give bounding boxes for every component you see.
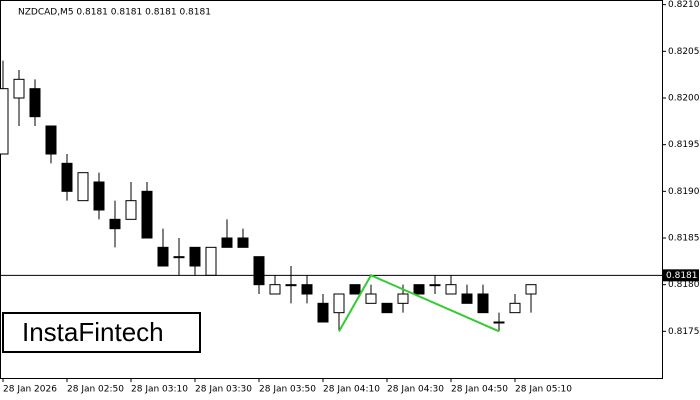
- candle-body: [61, 162, 73, 192]
- candle-body: [493, 321, 505, 324]
- candle-body: [141, 190, 153, 239]
- candle-body: [301, 284, 313, 295]
- candle-body: [285, 284, 297, 287]
- x-tick-label: 28 Jan 03:50: [259, 385, 316, 395]
- x-tick-label: 28 Jan 04:30: [387, 385, 444, 395]
- y-tick-label: 0.8175: [668, 327, 700, 337]
- chart-title: NZDCAD,M5 0.8181 0.8181 0.8181 0.8181: [18, 8, 211, 18]
- x-tick-label: 28 Jan 03:30: [195, 385, 252, 395]
- candle-body: [237, 237, 249, 248]
- candle-body: [0, 88, 9, 155]
- candle-body: [445, 284, 457, 295]
- candle-body: [205, 246, 217, 276]
- candle-body: [429, 284, 441, 287]
- candle-body: [317, 302, 329, 323]
- candle-body: [477, 293, 489, 314]
- y-tick-label: 0.8180: [668, 280, 700, 290]
- candle-body: [173, 256, 185, 259]
- x-tick-label: 28 Jan 02:50: [67, 385, 124, 395]
- y-tick-label: 0.8200: [668, 94, 700, 104]
- y-tick-label: 0.8185: [668, 234, 700, 244]
- candle-body: [157, 246, 169, 267]
- candle-body: [125, 200, 137, 220]
- watermark-box: InstaFintech: [2, 312, 201, 353]
- candle-body: [413, 284, 425, 295]
- candle-body: [13, 78, 25, 99]
- candle-body: [77, 172, 89, 202]
- last-price-box: [663, 269, 699, 282]
- candle-body: [381, 302, 393, 314]
- candle-body: [45, 125, 57, 155]
- candle-body: [253, 256, 265, 286]
- candle-body: [221, 237, 233, 248]
- plot-frame: [0, 0, 663, 379]
- candle-body: [109, 218, 121, 230]
- x-tick-label: 28 Jan 03:10: [131, 385, 188, 395]
- pattern-line: [338, 274, 500, 333]
- candle-body: [365, 293, 377, 304]
- y-tick-label: 0.8195: [668, 140, 700, 150]
- y-tick-label: 0.8205: [668, 47, 700, 57]
- candle-body: [93, 181, 105, 211]
- x-tick-label: 28 Jan 05:10: [515, 385, 572, 395]
- candle-body: [509, 302, 521, 314]
- watermark: InstaFintech: [22, 317, 164, 347]
- candle-body: [397, 293, 409, 304]
- last-price-label: 0.8181: [666, 271, 698, 281]
- y-tick-label: 0.8190: [668, 187, 700, 197]
- candle-body: [349, 284, 361, 295]
- watermark-frame: [2, 312, 201, 353]
- x-tick-label: 28 Jan 04:50: [451, 385, 508, 395]
- y-tick-label: 0.8210: [668, 0, 700, 10]
- candle-body: [333, 293, 345, 314]
- candle-body: [461, 293, 473, 304]
- candle-body: [269, 284, 281, 295]
- x-tick-label: 28 Jan 2026: [3, 385, 57, 395]
- candle-body: [29, 88, 41, 118]
- x-tick-label: 28 Jan 04:10: [323, 385, 380, 395]
- candle-body: [189, 246, 201, 267]
- candle-body: [525, 284, 537, 295]
